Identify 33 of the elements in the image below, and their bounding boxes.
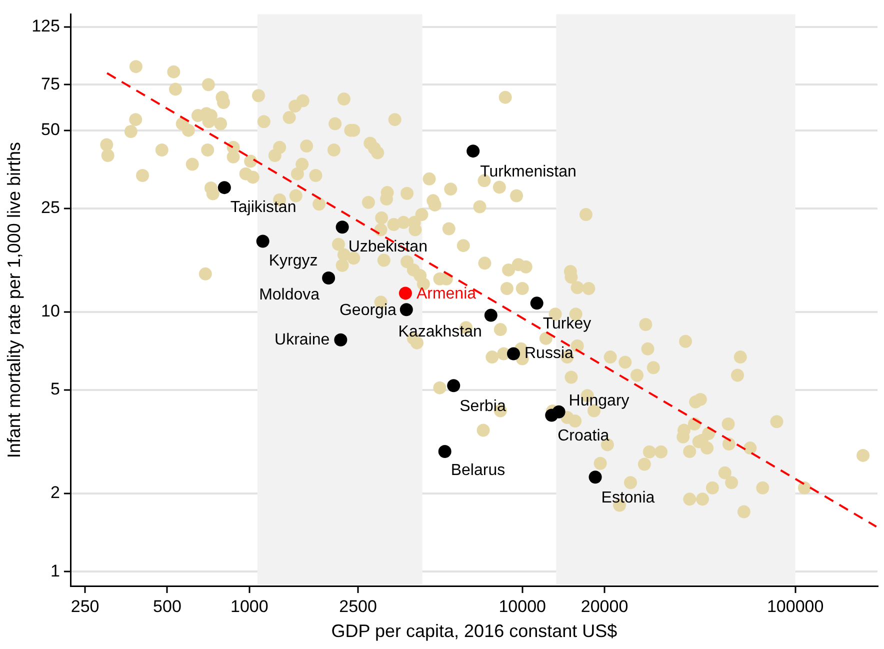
annotation: Turkmenistan [480, 163, 576, 180]
annotation: Hungary [568, 392, 630, 410]
x-tick-label: 1000 [230, 596, 268, 616]
annotation: Kyrgyz [268, 252, 318, 270]
x-tick-label: 10000 [498, 596, 546, 616]
x-tick-label: 2500 [339, 596, 377, 616]
x-tick-label: 20000 [580, 596, 628, 616]
x-axis-title: GDP per capita, 2016 constant US$ [331, 621, 618, 642]
y-axis-title: Infant mortality rate per 1,000 live births [4, 142, 24, 458]
annotation: Kazakhstan [398, 324, 482, 341]
x-tick-label: 100000 [766, 596, 824, 616]
y-tick-label: 2 [50, 483, 60, 502]
x-tick-label: 500 [153, 596, 182, 616]
y-tick-label: 75 [41, 74, 60, 94]
annotation: Turkey [542, 316, 592, 333]
annotation: Estonia [601, 490, 655, 507]
y-tick-label: 25 [41, 198, 60, 218]
y-tick-label: 50 [41, 120, 60, 140]
annotation: Uzbekistan [348, 238, 428, 256]
y-tick-label: 125 [32, 16, 60, 36]
annotation: Georgia [339, 302, 396, 320]
y-tick-label: 1 [50, 561, 60, 580]
annotation: Belarus [450, 462, 506, 479]
annotation: Russia [524, 345, 574, 362]
annotation: Croatia [558, 428, 610, 445]
y-tick-label: 5 [50, 380, 60, 399]
x-tick-label: 250 [70, 596, 100, 616]
y-tick-label: 10 [41, 302, 60, 321]
annotation: Armenia [416, 286, 476, 303]
annotation: Serbia [460, 398, 506, 416]
annotation: Tajikistan [230, 198, 296, 216]
annotation: Ukraine [274, 331, 330, 348]
annotation: Moldova [259, 286, 320, 304]
